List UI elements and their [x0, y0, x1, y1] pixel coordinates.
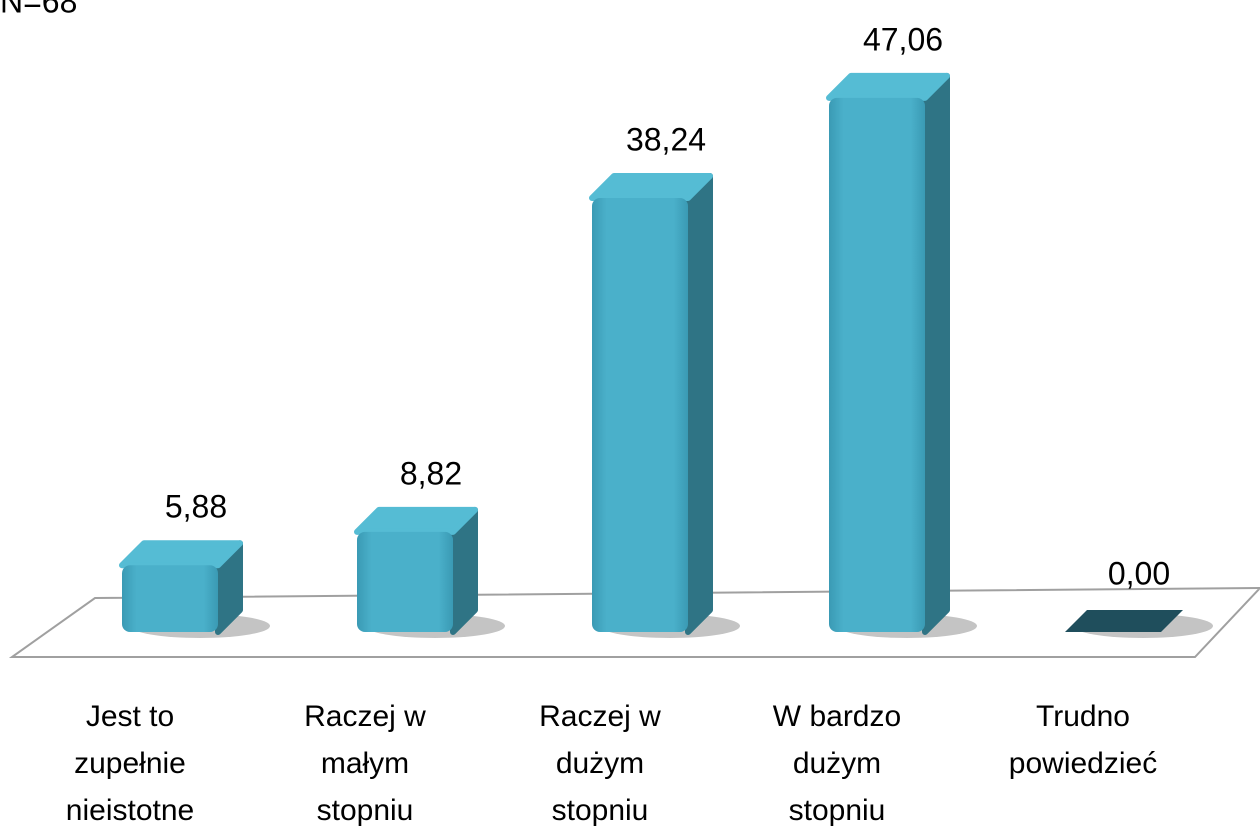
x-tick-label: powiedzieć [1009, 747, 1157, 780]
x-tick-label: stopniu [317, 794, 414, 827]
x-tick-label: W bardzo [773, 700, 901, 733]
x-tick-label: zupełnie [74, 747, 186, 780]
bar [119, 540, 243, 635]
value-label: 8,82 [400, 455, 462, 491]
bar-face [589, 172, 713, 201]
value-label: 0,00 [1108, 555, 1170, 591]
value-label: 5,88 [165, 489, 227, 525]
chart-title: N=68 [0, 0, 77, 19]
bar-face [592, 197, 688, 632]
x-tick-label: dużym [556, 747, 644, 780]
bar [589, 172, 713, 635]
bar-face [354, 506, 478, 535]
x-tick-label: Raczej w [539, 700, 661, 733]
bar [354, 506, 478, 635]
bar [1065, 610, 1183, 632]
value-label: 38,24 [626, 121, 706, 157]
value-label: 47,06 [863, 21, 943, 57]
x-tick-label: Jest to [86, 700, 174, 733]
x-tick-label: nieistotne [66, 794, 194, 827]
x-tick-label: małym [321, 747, 409, 780]
bar-face [685, 172, 713, 635]
x-tick-label: Trudno [1036, 700, 1130, 733]
bar-face [119, 540, 243, 569]
x-tick-label: stopniu [552, 794, 649, 827]
x-tick-label: stopniu [789, 794, 886, 827]
bar-face [826, 72, 950, 101]
bar-face [357, 531, 453, 632]
x-tick-label: dużym [793, 747, 881, 780]
x-tick-label: Raczej w [304, 700, 426, 733]
bar-face [922, 72, 950, 635]
bar [826, 72, 950, 635]
bar-face [122, 565, 218, 632]
bar-face [829, 97, 925, 632]
